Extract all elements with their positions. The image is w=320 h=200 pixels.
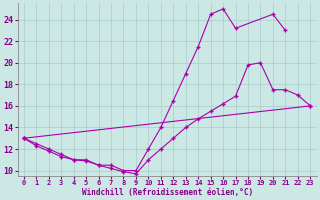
X-axis label: Windchill (Refroidissement éolien,°C): Windchill (Refroidissement éolien,°C)	[82, 188, 253, 197]
